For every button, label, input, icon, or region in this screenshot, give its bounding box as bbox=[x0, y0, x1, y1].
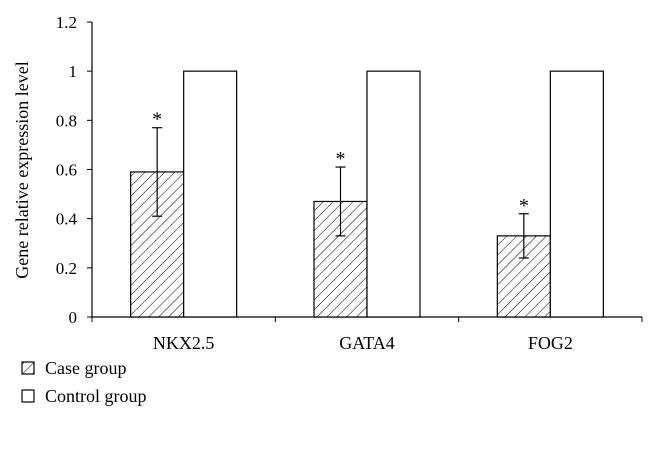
x-category-label: NKX2.5 bbox=[153, 333, 215, 353]
y-tick-label: 0 bbox=[69, 308, 78, 327]
y-tick-label: 0.4 bbox=[56, 210, 78, 229]
x-category-label: FOG2 bbox=[528, 333, 573, 353]
control-group-bar bbox=[366, 70, 421, 318]
y-tick-label: 0.8 bbox=[56, 111, 77, 130]
y-tick-label: 1 bbox=[69, 62, 78, 81]
legend-label: Case group bbox=[45, 358, 126, 378]
significance-marker: * bbox=[519, 195, 529, 217]
significance-marker: * bbox=[336, 148, 346, 170]
legend-swatch bbox=[21, 389, 35, 403]
y-tick-label: 0.2 bbox=[56, 259, 77, 278]
x-category-label: GATA4 bbox=[339, 333, 395, 353]
y-tick-label: 0.6 bbox=[56, 161, 77, 180]
control-group-bar bbox=[549, 70, 604, 318]
legend-swatch bbox=[21, 361, 35, 375]
control-group-bar bbox=[183, 70, 238, 318]
legend-label: Control group bbox=[45, 386, 147, 406]
y-axis-title: Gene relative expression level bbox=[12, 61, 32, 278]
legend: Case group Control group bbox=[21, 358, 147, 406]
y-tick-label: 1.2 bbox=[56, 13, 77, 32]
plot-area: 0 0.2 0.4 0.6 0.8 1 1.2 NKX2.5 * GATA4 * FOG2 * bbox=[56, 13, 643, 353]
significance-marker: * bbox=[152, 109, 162, 131]
